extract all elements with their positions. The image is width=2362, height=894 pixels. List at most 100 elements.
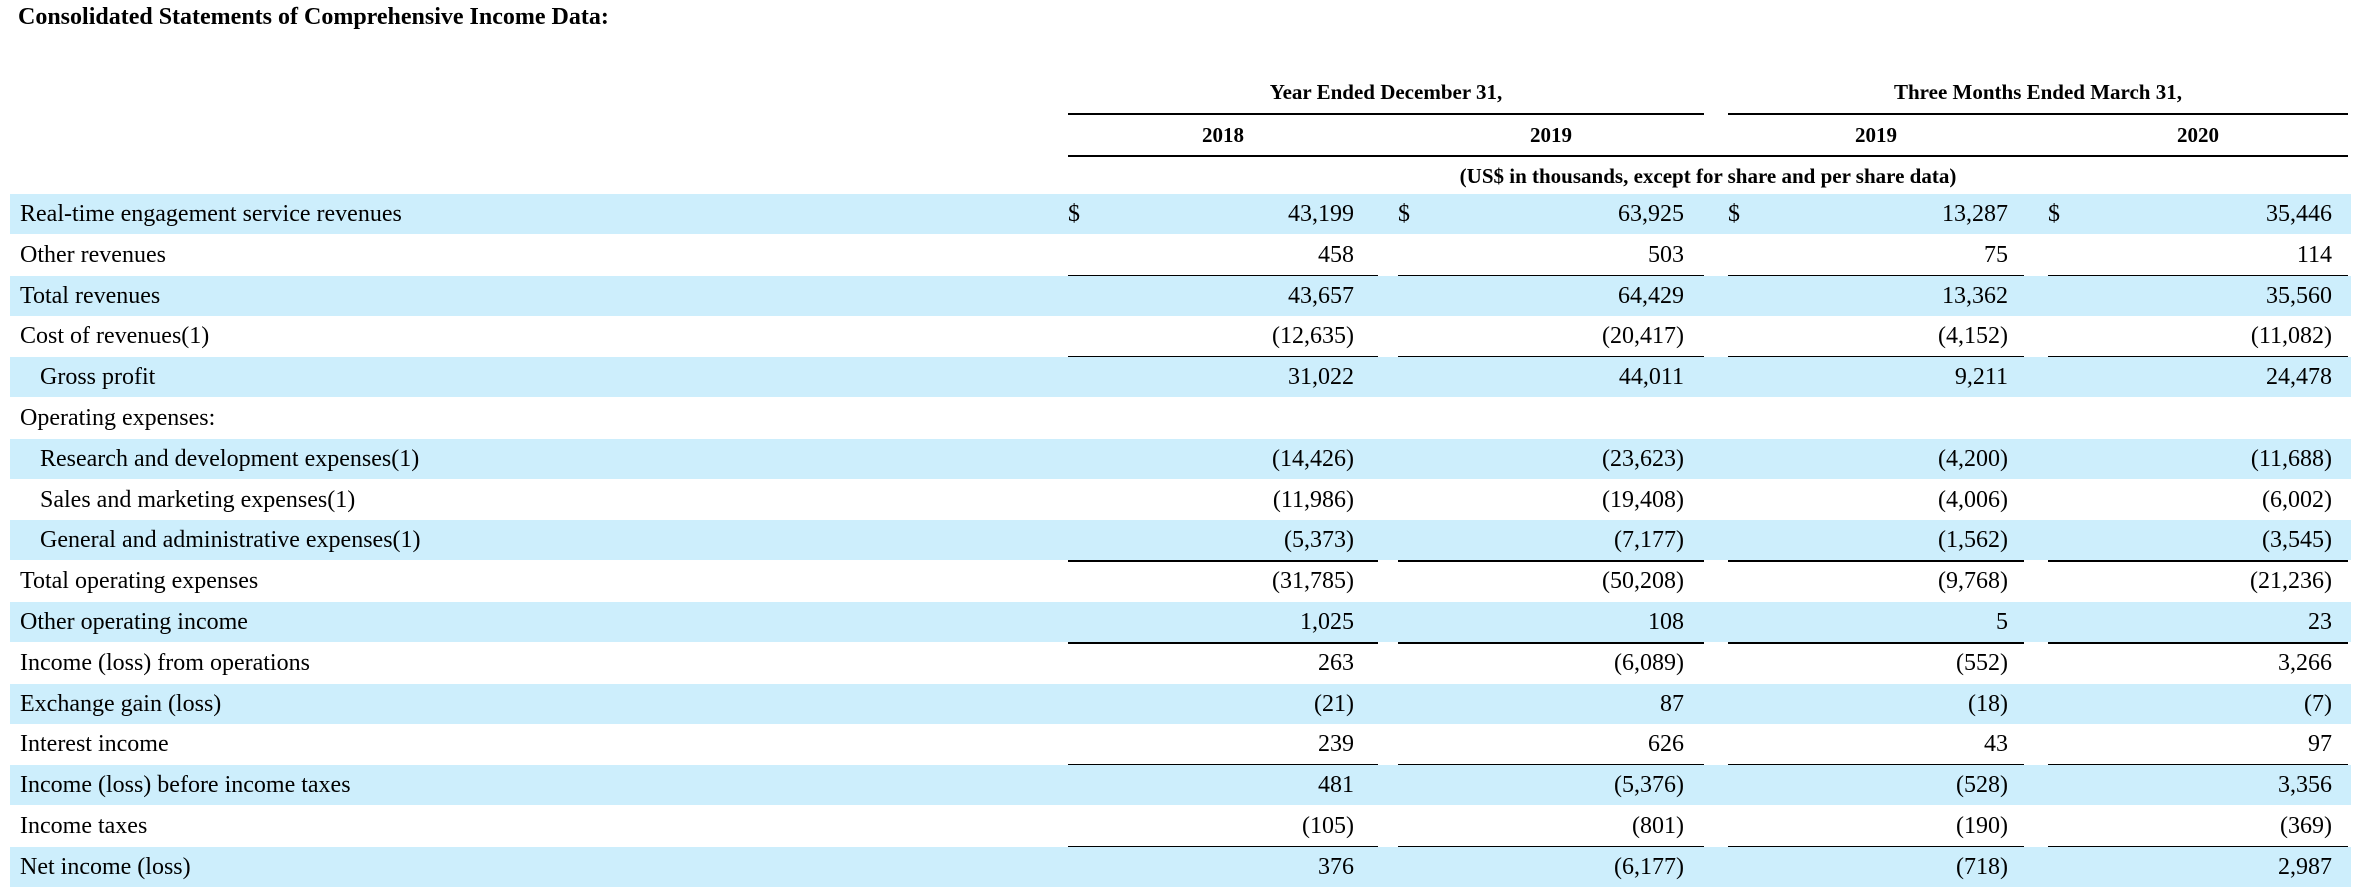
row-value: (6,089) [1614, 649, 1684, 676]
table-row: Interest income 239 626 43 97 [10, 724, 2351, 764]
row-value: (552) [1956, 649, 2008, 676]
row-label: Exchange gain (loss) [20, 690, 222, 717]
row-value: 376 [1318, 853, 1354, 880]
row-value: 97 [2308, 731, 2332, 758]
row-value: 64,429 [1618, 282, 1684, 309]
row-label: General and administrative expenses(1) [40, 527, 421, 554]
row-value: (6,002) [2262, 486, 2332, 513]
row-value: (7) [2304, 690, 2332, 717]
row-value: (20,417) [1602, 323, 1684, 350]
row-label: Total operating expenses [20, 568, 259, 595]
row-value: (4,006) [1938, 486, 2008, 513]
subtotal-rule [2048, 641, 2348, 644]
table-row: Sales and marketing expenses(1) (11,986) (… [10, 480, 2351, 520]
row-value: 3,356 [2278, 772, 2332, 799]
row-label: Interest income [20, 731, 169, 758]
row-value: 23 [2308, 609, 2332, 635]
row-label: Research and development expenses(1) [40, 445, 420, 472]
row-value: 31,022 [1288, 364, 1354, 391]
subtotal-rule [2048, 560, 2348, 563]
row-label: Net income (loss) [20, 853, 191, 880]
row-value: 63,925 [1618, 201, 1684, 227]
row-value: (6,177) [1614, 853, 1684, 880]
row-value: (12,635) [1272, 323, 1354, 350]
header-group-rule-1 [1068, 113, 1704, 115]
currency-symbol: $ [1398, 201, 1410, 227]
subtotal-rule [1398, 560, 1704, 563]
table-row: Real-time engagement service revenues $43… [10, 194, 2351, 234]
row-label: Income taxes [20, 813, 148, 839]
table-row: Income (loss) from operations 263 (6,089) (… [10, 643, 2351, 683]
table-row: Exchange gain (loss) (21) 87 (18) (7) [10, 683, 2351, 724]
table-row: Research and development expenses(1) (14,… [10, 438, 2351, 479]
row-value: (50,208) [1602, 568, 1684, 595]
page-title: Consolidated Statements of Comprehensive… [18, 4, 609, 30]
row-value: 239 [1318, 731, 1354, 758]
subtotal-rule [1068, 641, 1378, 644]
row-value: (369) [2280, 813, 2332, 839]
table-row: Total operating expenses (31,785) (50,208)… [10, 561, 2351, 601]
row-value: (11,688) [2250, 445, 2332, 472]
row-value: (4,152) [1938, 323, 2008, 350]
row-value: (7,177) [1614, 527, 1684, 554]
row-value: 43,199 [1288, 201, 1354, 227]
row-value: 114 [2296, 241, 2332, 268]
currency-symbol: $ [1068, 201, 1080, 227]
table-row: Total revenues 43,657 64,429 13,362 35,560 [10, 275, 2351, 316]
row-value: (1,562) [1938, 527, 2008, 554]
column-header-2020: 2020 [2177, 123, 2219, 147]
row-value: (11,986) [1272, 486, 1354, 513]
row-label: Operating expenses: [20, 405, 216, 431]
row-label: Total revenues [20, 282, 161, 309]
row-value: 108 [1648, 609, 1684, 635]
row-value: 2,987 [2278, 853, 2332, 880]
subtotal-rule [1068, 560, 1378, 563]
row-value: 35,446 [2266, 201, 2332, 227]
row-value: (5,376) [1614, 772, 1684, 799]
row-value: 75 [1984, 241, 2008, 268]
row-value: (5,373) [1284, 527, 1354, 554]
subtotal-rule [1728, 641, 2024, 644]
row-value: 1,025 [1300, 609, 1354, 635]
column-header-2019-quarter: 2019 [1855, 123, 1897, 147]
row-value: (801) [1632, 813, 1684, 839]
row-label: Real-time engagement service revenues [20, 201, 402, 227]
row-value: (18) [1968, 690, 2008, 717]
row-value: 13,287 [1942, 201, 2008, 227]
row-label: Other revenues [20, 241, 166, 268]
row-value: (21) [1314, 690, 1354, 717]
row-value: 458 [1318, 241, 1354, 268]
row-label: Cost of revenues(1) [20, 323, 210, 350]
row-value: 263 [1318, 649, 1354, 676]
table-row: Gross profit 31,022 44,011 9,211 24,478 [10, 357, 2351, 398]
row-value: (9,768) [1938, 568, 2008, 595]
row-value: (23,623) [1602, 445, 1684, 472]
row-value: 44,011 [1618, 364, 1684, 391]
row-value: (3,545) [2262, 527, 2332, 554]
row-value: 481 [1318, 772, 1354, 799]
subtotal-rule [1398, 641, 1704, 644]
row-value: 3,266 [2278, 649, 2332, 676]
row-value: 24,478 [2266, 364, 2332, 391]
unit-note: (US$ in thousands, except for share and … [1459, 164, 1957, 188]
row-value: (528) [1956, 772, 2008, 799]
row-value: (190) [1956, 813, 2008, 839]
header-group-year-ended: Year Ended December 31, [1269, 80, 1503, 104]
row-value: (718) [1956, 853, 2008, 880]
row-value: 5 [1996, 609, 2008, 635]
table-row: Income (loss) before income taxes 481 (5,3… [10, 765, 2351, 806]
table-row: Operating expenses: [10, 398, 2351, 438]
header-group-rule-2 [1728, 113, 2348, 115]
column-header-2018: 2018 [1202, 123, 1244, 147]
row-value: (105) [1302, 813, 1354, 839]
table-row: Income taxes (105) (801) (190) (369) [10, 806, 2351, 846]
currency-symbol: $ [1728, 201, 1740, 227]
row-value: 9,211 [1954, 364, 2008, 391]
row-value: (14,426) [1272, 445, 1354, 472]
row-value: (21,236) [2250, 568, 2332, 595]
table-row: Cost of revenues(1) (12,635) (20,417) (4,15… [10, 316, 2351, 356]
row-value: 503 [1648, 241, 1684, 268]
row-value: (31,785) [1272, 568, 1354, 595]
row-label: Gross profit [40, 364, 156, 391]
header-group-three-months-ended: Three Months Ended March 31, [1894, 80, 2182, 104]
